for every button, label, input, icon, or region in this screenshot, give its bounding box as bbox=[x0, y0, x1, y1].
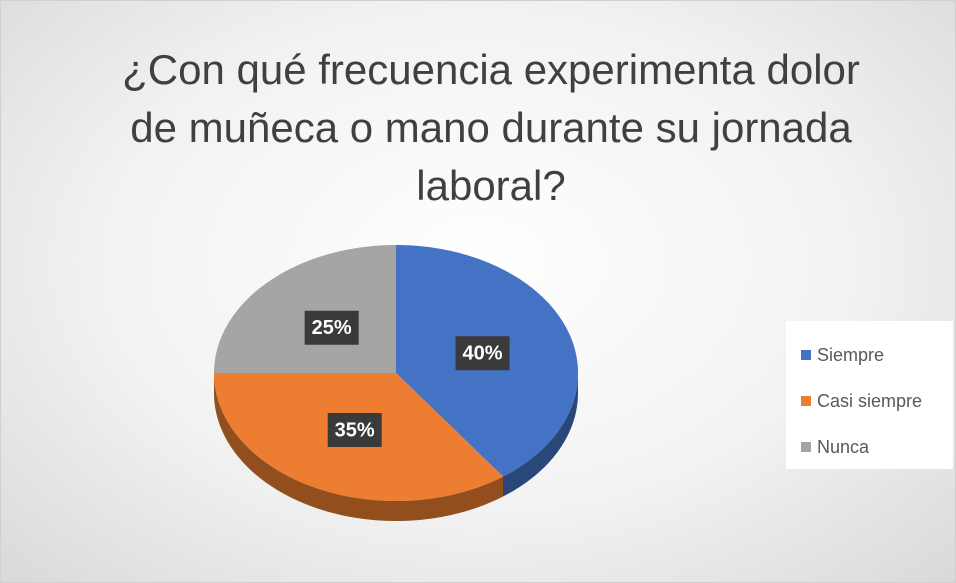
data-label-box bbox=[304, 310, 359, 345]
legend-label: Siempre bbox=[817, 345, 884, 365]
data-label: 25% bbox=[312, 317, 352, 339]
legend-box bbox=[786, 321, 953, 469]
data-label-box bbox=[455, 336, 510, 371]
slice bbox=[214, 245, 396, 373]
legend-swatch bbox=[801, 396, 811, 406]
chart-title: ¿Con qué frecuencia experimenta dolor de… bbox=[122, 46, 860, 209]
legend-swatch bbox=[801, 442, 811, 452]
legend-label: Casi siempre bbox=[817, 391, 922, 411]
data-label-box bbox=[327, 413, 382, 448]
slice-side bbox=[502, 373, 578, 497]
data-label: 40% bbox=[463, 343, 503, 365]
legend-label: Nunca bbox=[817, 437, 870, 457]
slice-side bbox=[214, 373, 503, 521]
data-label: 35% bbox=[335, 419, 375, 441]
legend-swatch bbox=[801, 350, 811, 360]
